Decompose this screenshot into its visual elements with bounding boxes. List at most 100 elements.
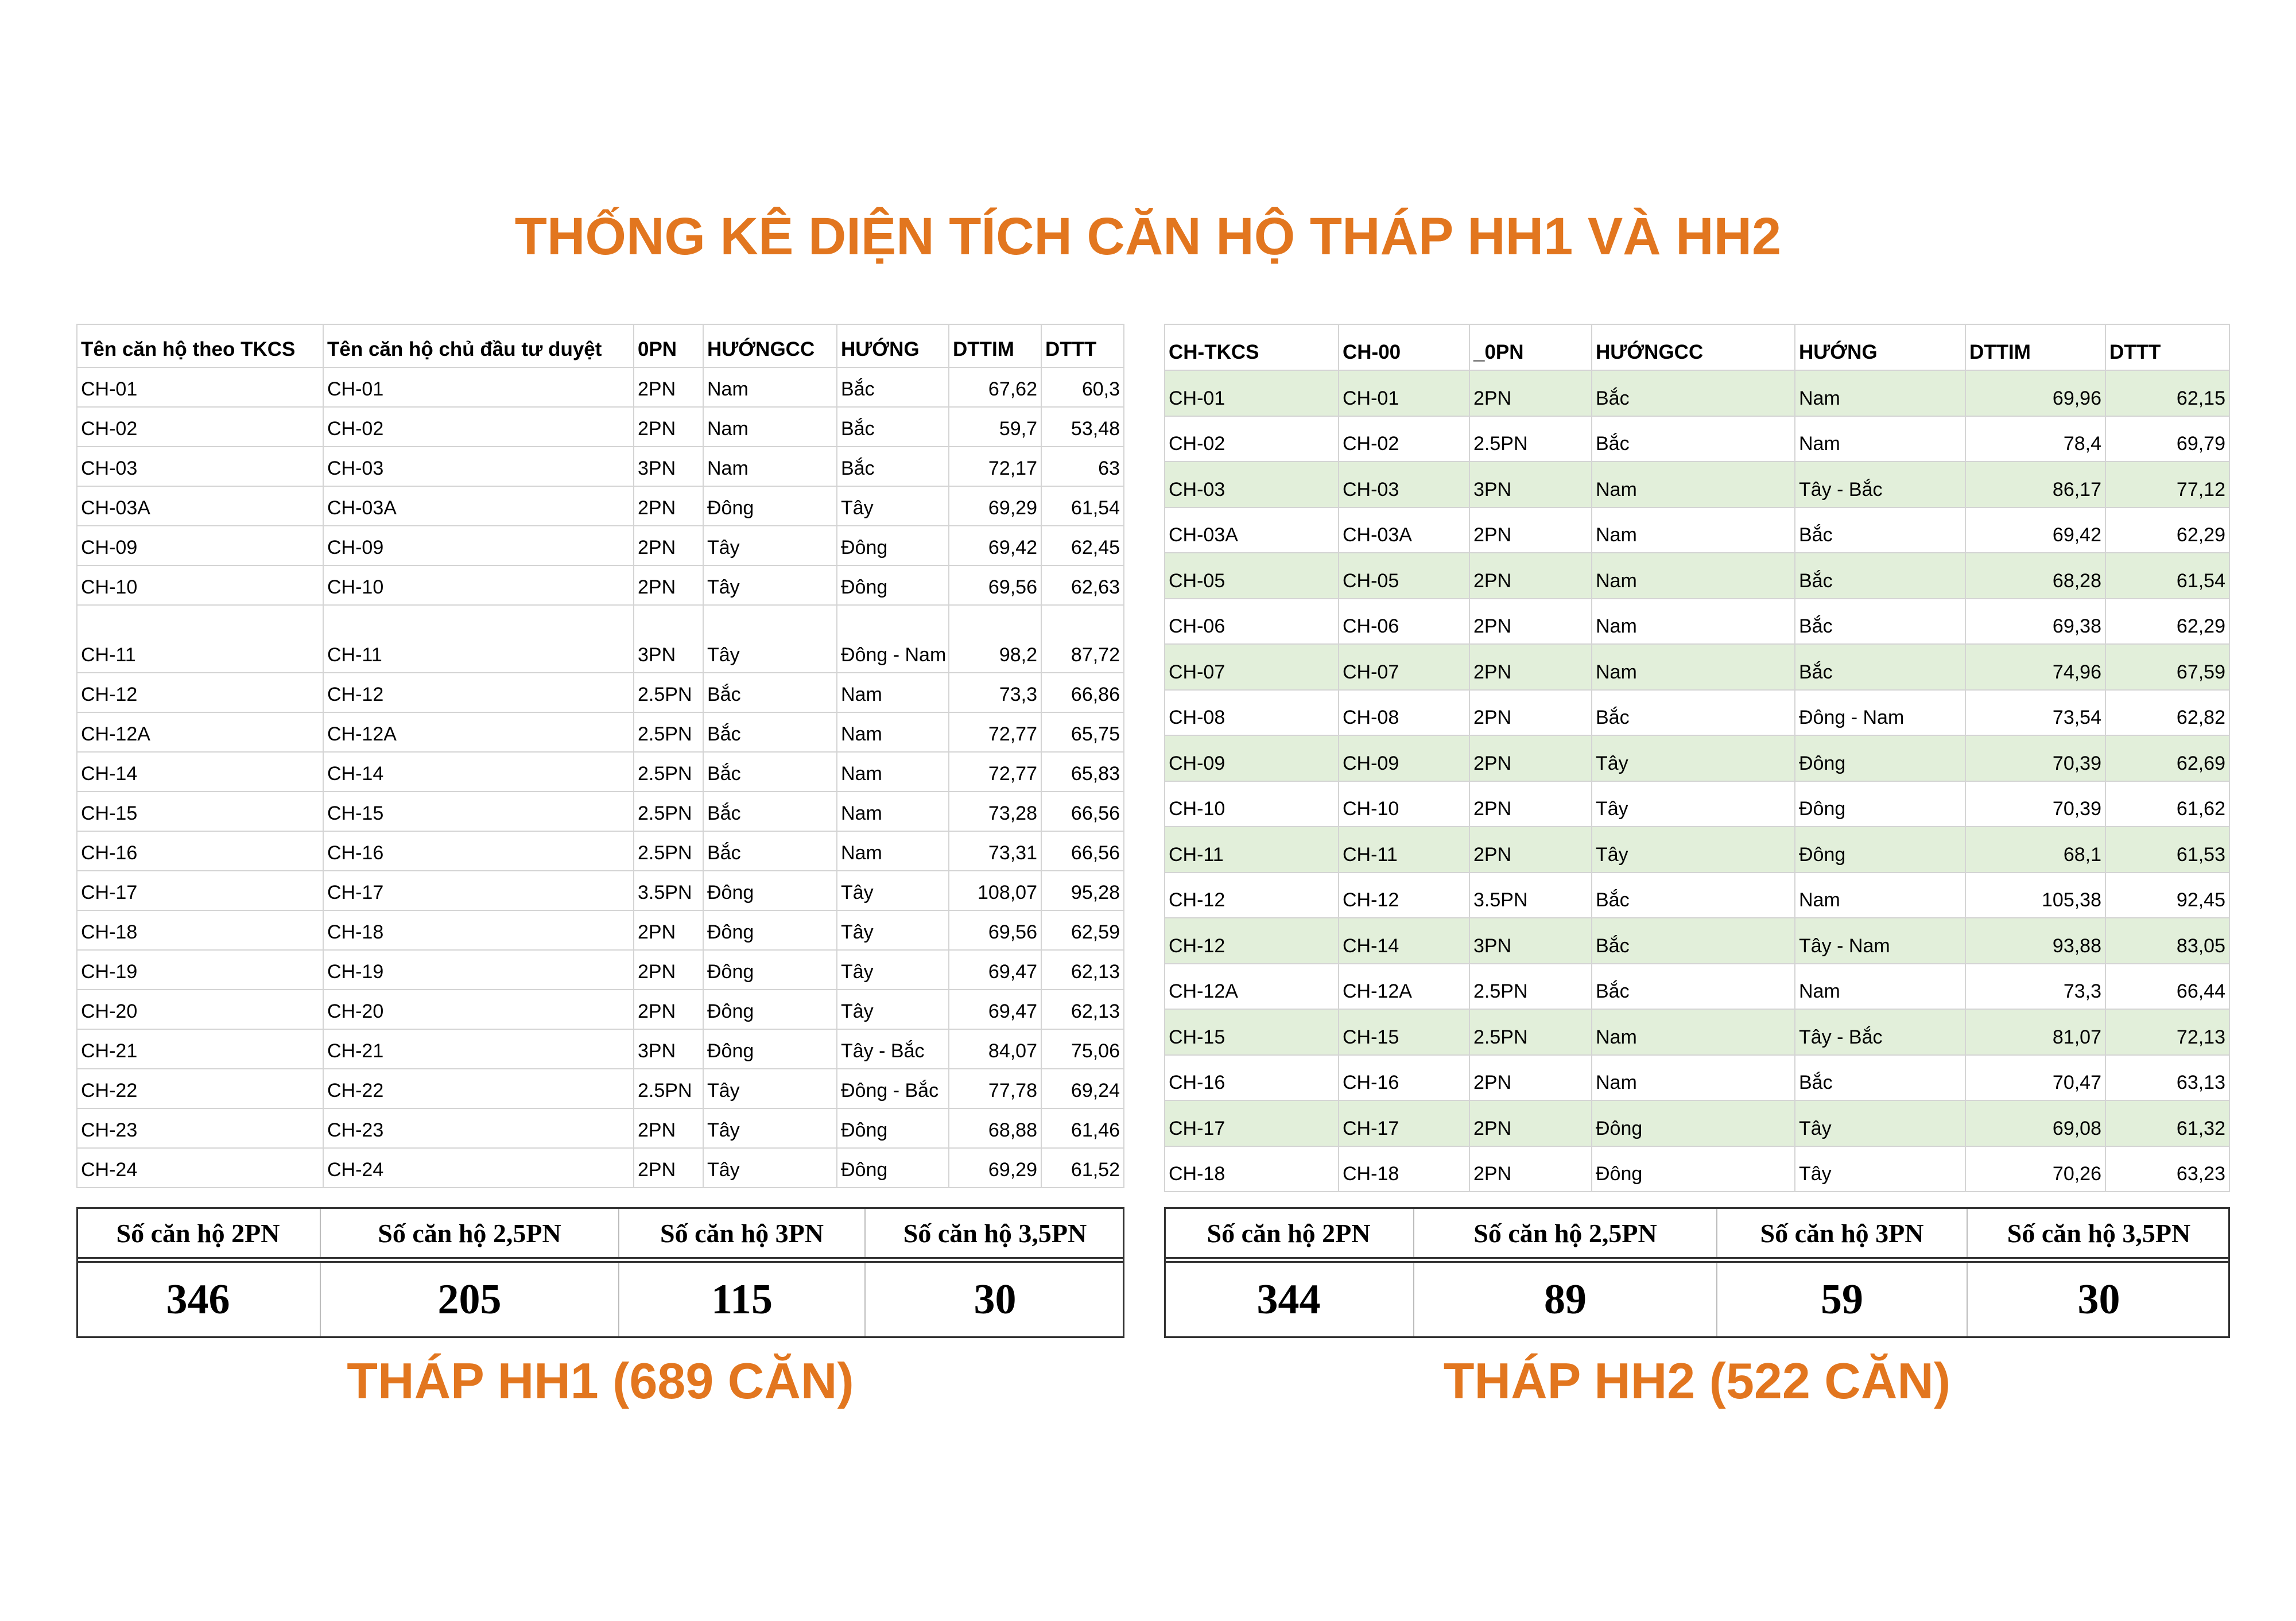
cell: Bắc [1795,507,1966,553]
cell: 69,96 [1966,371,2106,417]
cell: Đông [1795,781,1966,827]
cell: CH-18 [324,911,634,951]
cell: Đông [1795,827,1966,873]
summary-value: 115 [619,1263,866,1336]
cell: Nam [704,447,837,487]
cell: 70,26 [1966,1146,2106,1192]
cell: CH-12 [1164,872,1339,918]
cell: 2PN [634,526,704,566]
cell: 3.5PN [1470,872,1592,918]
cell: CH-16 [324,832,634,871]
cell: 84,07 [949,1030,1042,1069]
cell: CH-15 [1339,1010,1470,1056]
cell: 77,78 [949,1069,1042,1109]
cell: CH-24 [324,1149,634,1188]
cell: Nam [1592,462,1795,508]
cell: Nam [837,832,949,871]
cell: CH-24 [76,1149,324,1188]
cell: 63,23 [2106,1146,2230,1192]
cell: 69,47 [949,951,1042,990]
cell: Tây [1795,1101,1966,1147]
cell: 67,59 [2106,645,2230,691]
cell: 69,29 [949,1149,1042,1188]
cell: Nam [1592,553,1795,599]
summary-value: 59 [1717,1263,1968,1336]
cell: 2PN [634,1149,704,1188]
header-cell: DTTIM [949,324,1042,368]
cell: 108,07 [949,871,1042,911]
cell: 81,07 [1966,1010,2106,1056]
cell: Bắc [704,753,837,792]
cell: CH-03 [76,447,324,487]
cell: CH-07 [1164,645,1339,691]
cell: 72,17 [949,447,1042,487]
cell: CH-10 [1339,781,1470,827]
cell: Bắc [1795,553,1966,599]
cell: 62,45 [1042,526,1124,566]
cell: 69,42 [1966,507,2106,553]
cell: 61,62 [2106,781,2230,827]
summary-header: Số căn hộ 2,5PN [1414,1209,1717,1257]
cell: Đông - Bắc [837,1069,949,1109]
cell: 68,1 [1966,827,2106,873]
cell: 60,3 [1042,368,1124,408]
cell: CH-08 [1164,690,1339,736]
cell: CH-17 [1164,1101,1339,1147]
cell: CH-05 [1164,553,1339,599]
cell: Tây - Bắc [837,1030,949,1069]
summary-header: Số căn hộ 2PN [76,1209,321,1257]
cell: CH-12A [324,713,634,753]
cell: Tây [837,487,949,526]
cell: 72,13 [2106,1010,2230,1056]
cell: 2PN [634,911,704,951]
cell: CH-16 [1339,1055,1470,1101]
header-cell: 0PN [634,324,704,368]
cell: CH-10 [1164,781,1339,827]
cell: 62,13 [1042,951,1124,990]
cell: 86,17 [1966,462,2106,508]
cell: CH-02 [1339,416,1470,462]
cell: 98,2 [949,606,1042,673]
cell: 70,39 [1966,736,2106,782]
cell: Tây [837,990,949,1030]
cell: CH-18 [76,911,324,951]
cell: 69,47 [949,990,1042,1030]
cell: 53,48 [1042,408,1124,447]
cell: 61,46 [1042,1109,1124,1149]
title: THỐNG KÊ DIỆN TÍCH CĂN HỘ THÁP HH1 VÀ HH… [514,207,1782,266]
cell: CH-02 [324,408,634,447]
cell: CH-11 [1339,827,1470,873]
header-cell: DTTIM [1966,324,2106,371]
cell: Bắc [1592,416,1795,462]
cell: Bắc [1592,371,1795,417]
cell: CH-01 [1164,371,1339,417]
cell: 2PN [1470,781,1592,827]
cell: CH-06 [1339,599,1470,645]
cell: 2PN [634,951,704,990]
cell: Đông [1795,736,1966,782]
cell: CH-03A [324,487,634,526]
cell: Bắc [704,832,837,871]
cell: Nam [1592,645,1795,691]
cell: Tây [704,566,837,606]
cell: 2.5PN [1470,1010,1592,1056]
cell: 2PN [634,408,704,447]
cell: CH-22 [324,1069,634,1109]
header-cell: _0PN [1470,324,1592,371]
cell: Đông - Nam [837,606,949,673]
cell: Nam [1592,507,1795,553]
cell: 65,75 [1042,713,1124,753]
cell: Đông [1592,1146,1795,1192]
cell: Đông - Nam [1795,690,1966,736]
cell: Tây [704,606,837,673]
summary-value: 30 [2077,1275,2120,1323]
cell: 2PN [1470,599,1592,645]
cell: Đông [704,1030,837,1069]
cell: 78,4 [1966,416,2106,462]
cell: Tây [837,951,949,990]
cell: CH-14 [324,753,634,792]
cell: Bắc [837,368,949,408]
cell: Tây [1592,781,1795,827]
cell: CH-03 [1339,462,1470,508]
cell: Nam [1592,1055,1795,1101]
